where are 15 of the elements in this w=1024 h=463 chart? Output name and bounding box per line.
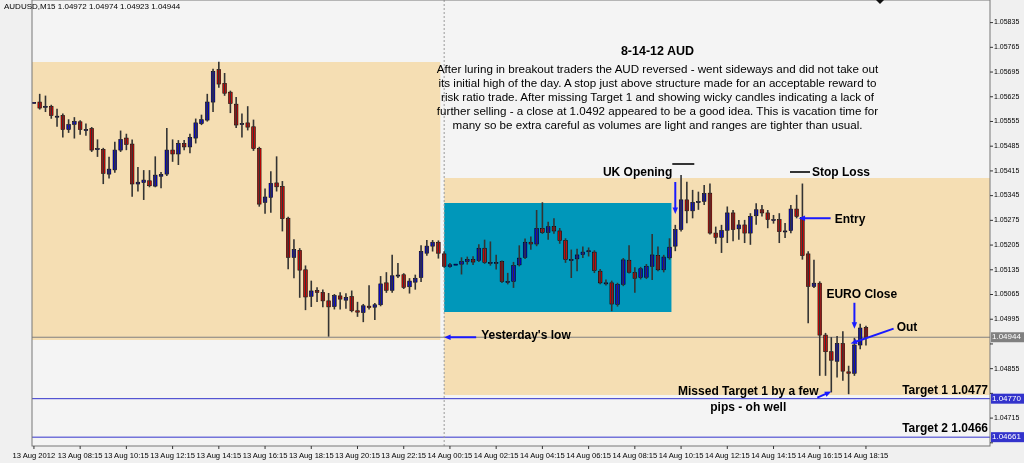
text: 8-14-12 AUD [619,44,696,58]
ref-line-label: 1.04770 [992,393,1022,403]
annotation: AUDUSD,M15 1.04972 1.04974 1.04923 1.04944 [4,2,181,11]
ref-line-label: 1.04661 [992,432,1022,442]
text: After luring in breakout traders the AUD reversed - went sideways and did not take out its initial high of the day. A stop just above structure made for an acceptable reward to risk ratio trade. After missing Target 1 and showing wicky candles indicating a lack of further selling - a close at 1.0492 appeared to be a good idea. This is vacation time for many so be extra careful as volumes are light and ranges are tighter than usual. [435,62,880,132]
annotation: Missed Target 1 by a few pips - oh well [678,383,820,414]
annotation: Yesterday's low [481,328,572,343]
annotation: Target 2 1.0466 [902,421,989,436]
annotation: UK Opening [602,165,673,179]
annotation: EURO Close [826,286,898,301]
annotation: Entry [834,212,866,227]
ref-line-label: 1.04944 [992,332,1022,342]
annotation: Stop Loss [812,165,871,179]
annotation: Out [896,319,918,334]
annotation: Target 1 1.0477 [902,382,989,397]
